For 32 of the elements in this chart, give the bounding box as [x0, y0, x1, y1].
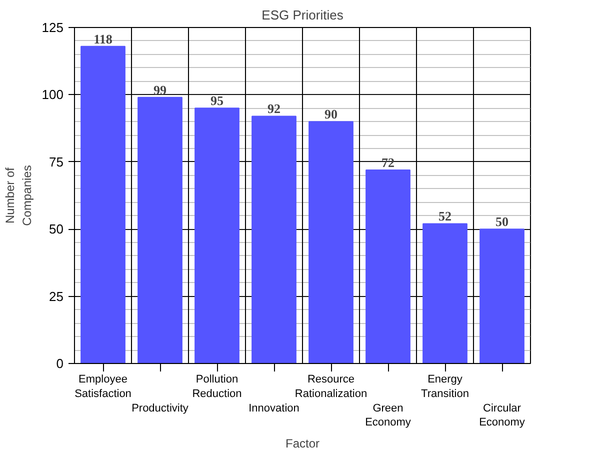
bar	[422, 223, 468, 364]
bar	[194, 108, 240, 364]
bar	[252, 116, 296, 364]
x-tick-label: Energy Transition	[421, 374, 469, 400]
x-tick-label: Pollution Reduction	[192, 374, 242, 400]
y-tick-label: 125	[42, 20, 64, 35]
bar	[138, 96, 182, 364]
data-label: 90	[324, 106, 338, 122]
chart-title: ESG Priorities	[262, 8, 344, 22]
data-label: 95	[210, 93, 224, 108]
y-tick-label: 100	[42, 87, 64, 102]
bar	[366, 169, 410, 364]
data-label: 92	[268, 101, 280, 116]
x-tick-label: Innovation	[248, 402, 300, 414]
y-axis-title: Number of Companies	[3, 165, 34, 226]
x-tick-label: Green Economy	[365, 402, 412, 429]
data-label: 50	[496, 214, 508, 230]
y-tick-label: 0	[56, 356, 64, 371]
x-tick-label: Productivity	[132, 402, 189, 414]
x-tick-label: Resource Rationalization	[294, 374, 368, 400]
y-tick-label: 50	[49, 222, 64, 237]
data-label: 118	[94, 31, 113, 46]
x-axis-title: Factor	[285, 436, 320, 451]
x-tick-label: Circular Economy	[479, 402, 526, 429]
y-tick-label: 75	[49, 154, 64, 170]
y-tick-label: 25	[49, 288, 64, 304]
data-label: 99	[154, 82, 167, 98]
bar	[480, 228, 524, 364]
bar	[308, 121, 354, 364]
bar	[80, 46, 126, 364]
x-tick-label: Employee Satisfaction	[74, 374, 132, 400]
data-label: 52	[438, 208, 452, 224]
